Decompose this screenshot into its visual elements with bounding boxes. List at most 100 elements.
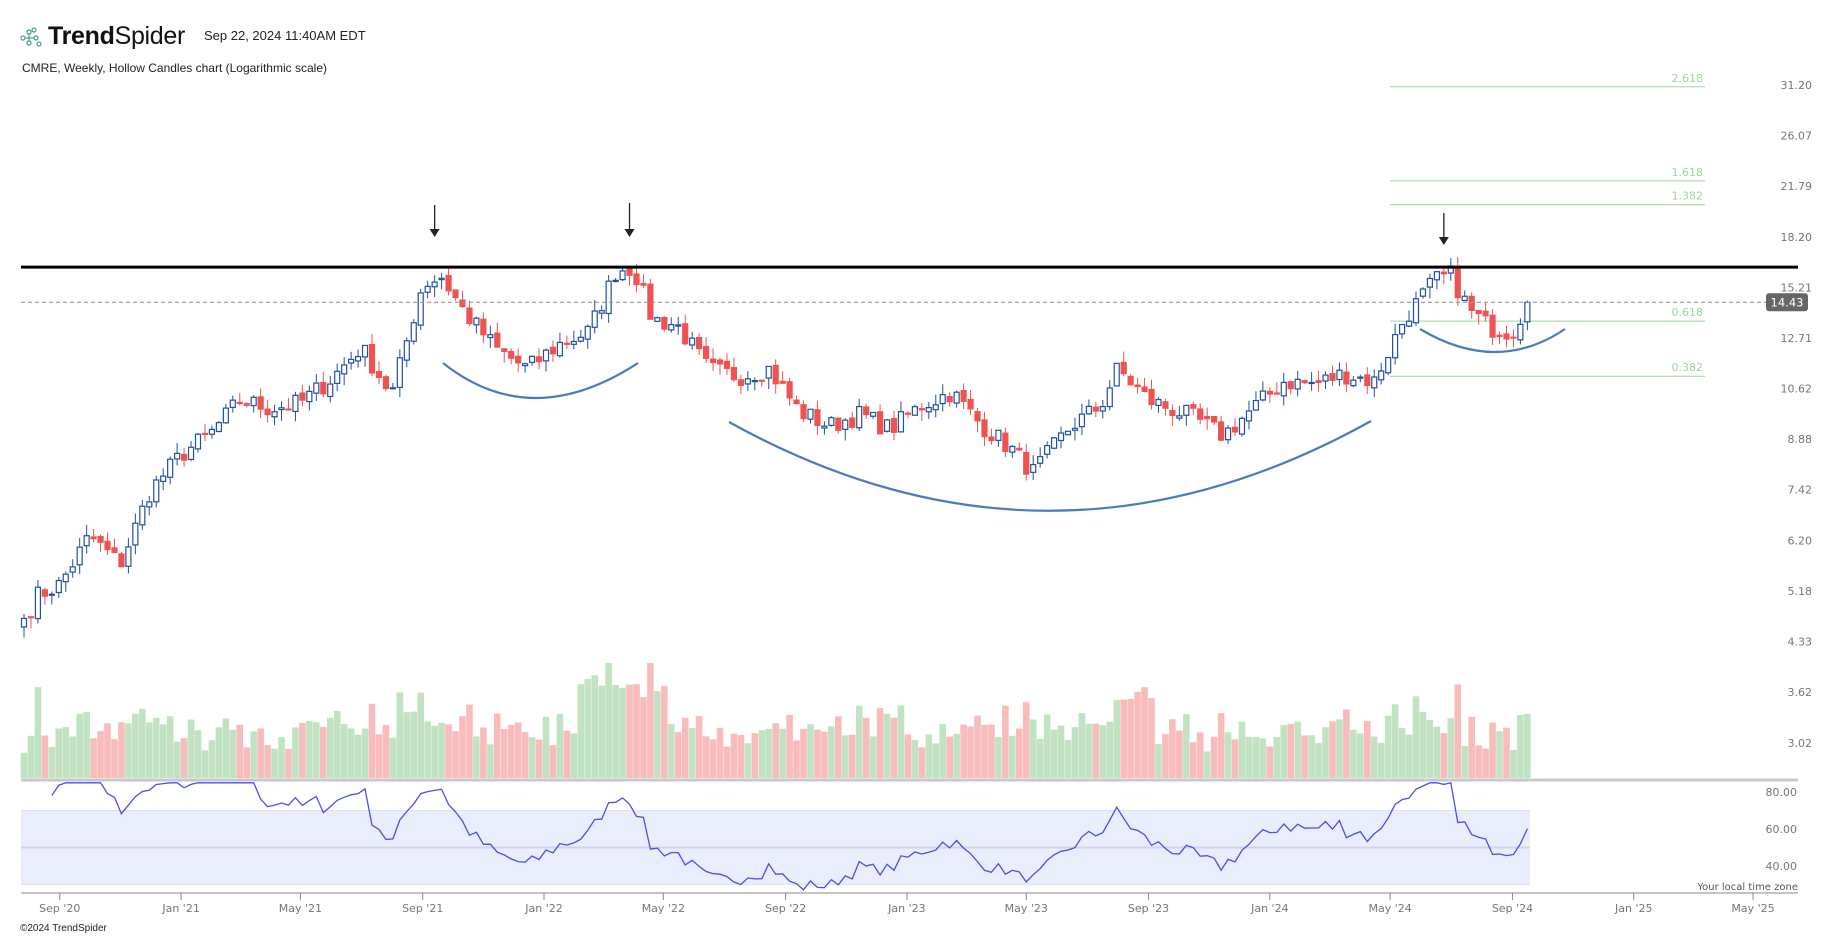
volume-bar [438,722,445,778]
volume-bar [779,728,786,778]
volume-bar [1085,723,1093,778]
volume-bar [995,737,1002,778]
candle-body [1218,421,1225,441]
candle [772,359,779,394]
candle [556,332,564,358]
candle-body [702,345,710,359]
timezone-note: Your local time zone [1696,882,1798,893]
volume-bar [876,708,884,778]
candle-body [570,340,577,345]
last-price-label: 14.43 [1771,295,1804,309]
candle [1398,323,1406,339]
candle-body [76,546,83,566]
candle-body [584,325,591,340]
candle [1155,397,1162,413]
volume-bar [1078,713,1086,778]
volume-bar [480,727,487,778]
volume-bar [194,730,202,778]
candle-body [1245,410,1253,422]
candle [626,268,633,286]
volume-bar [848,734,856,778]
candle [174,443,181,466]
candle [424,280,431,299]
candle [48,591,55,605]
volume-bar [514,722,522,778]
volume-bar [152,718,160,778]
candle-body [187,446,195,460]
candle-body [661,316,668,330]
candle [821,421,828,435]
volume-bar [793,740,800,778]
candle [396,349,403,398]
volume-bar [1398,727,1406,778]
candle-body [668,324,675,331]
candle-body [327,383,334,398]
candle-body [515,355,522,364]
candle-body [1141,386,1148,393]
candle-body [1308,381,1315,385]
volume-bar [1454,684,1462,778]
candle-body [97,535,104,543]
candle [842,418,849,441]
volume-bar [1134,691,1141,778]
volume-bar [626,684,633,778]
candle-body [1273,392,1280,395]
candle-body [375,371,383,379]
candle-body [1176,415,1183,419]
volume-bar [1106,721,1114,778]
volume-bar [1273,736,1281,778]
candle-body [271,411,278,418]
candle-body [1224,427,1232,441]
volume-bar [500,728,508,778]
volume-bar [1517,714,1524,778]
volume-bar [222,718,230,778]
candle-body [1016,447,1023,451]
candle-body [1482,310,1489,317]
candle [939,384,946,412]
volume-bar [1002,705,1009,778]
volume-bar [1377,742,1385,778]
volume-bar [83,711,90,778]
volume-bar [640,697,647,778]
volume-bar [1405,734,1413,778]
candle-body [55,579,62,594]
volume-bar [473,736,480,778]
volume-bar [1370,736,1378,778]
volume-bar [229,729,237,778]
volume-bar [382,724,390,778]
volume-bar [1475,745,1482,778]
candle-body [995,429,1002,441]
candle [953,390,960,408]
candle [327,375,334,403]
volume-bar [333,710,341,778]
candle [751,377,758,391]
time-axis-tick: Sep '22 [765,902,806,915]
candle-body [953,391,960,404]
candle-body [925,407,932,413]
candle-body [542,349,550,362]
candle [960,383,967,410]
candle-body [348,358,355,364]
candle [153,475,160,508]
volume-bar [125,723,132,778]
candle [361,344,369,367]
candle [897,401,905,433]
candle [480,312,487,344]
rsi-axis-tick: 40.00 [1766,860,1798,873]
candle-body [556,341,564,357]
candle-body [431,281,438,288]
candle-body [911,406,918,416]
candle-body [1252,399,1260,411]
candle [299,385,306,407]
candle-body [716,359,724,365]
candle [403,337,410,368]
candle-body [382,376,390,390]
fib-level-label: 0.618 [1672,306,1704,319]
candle [981,411,988,447]
candle [160,468,167,491]
candle [508,348,515,365]
candle-body [174,452,181,460]
volume-bar [723,746,731,778]
volume-bar [1099,725,1107,778]
